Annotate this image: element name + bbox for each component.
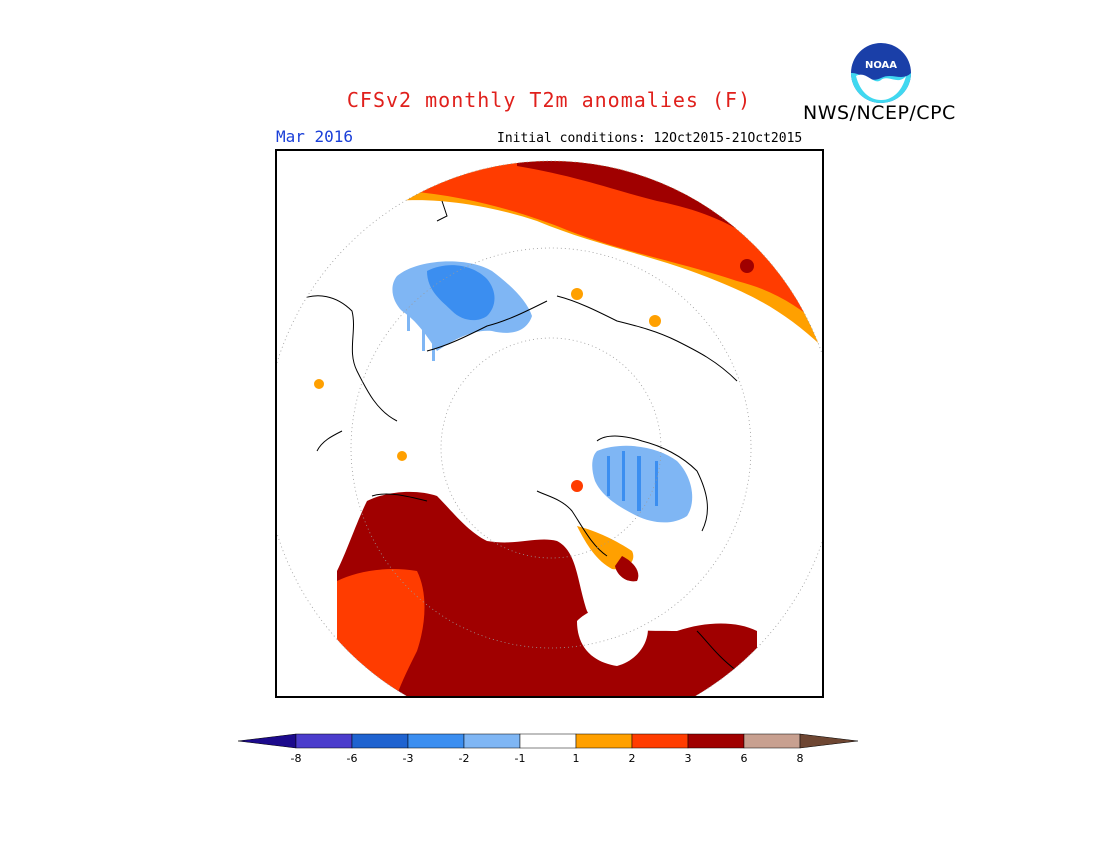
valid-month-label: Mar 2016 (276, 127, 354, 146)
colorbar-tick-label: -3 (402, 752, 414, 765)
colorbar-bin (407, 733, 465, 749)
colorbar-arrow-low (238, 733, 297, 749)
colorbar-tick-label: -2 (458, 752, 470, 765)
anomaly-1to2-japan (577, 526, 634, 570)
polar-map (275, 149, 824, 698)
colorbar (238, 733, 859, 749)
colorbar-tick-label: -6 (346, 752, 358, 765)
colorbar-tick-label: -1 (514, 752, 526, 765)
colorbar-bin (463, 733, 521, 749)
anomaly-3to6-east-asia (337, 491, 757, 696)
colorbar-tick-label: 3 (684, 752, 692, 765)
colorbar-tick-label: -8 (290, 752, 302, 765)
anomaly-cold-hudson (592, 445, 693, 523)
noaa-logo: NOAA (851, 43, 911, 103)
agency-label: NWS/NCEP/CPC (803, 102, 956, 124)
colorbar-tick-label: 1 (572, 752, 580, 765)
colorbar-tick-label: 6 (740, 752, 748, 765)
initial-conditions-label: Initial conditions: 12Oct2015-21Oct2015 (497, 131, 803, 146)
colorbar-bin (631, 733, 689, 749)
colorbar-bin (687, 733, 745, 749)
colorbar-tick-label: 8 (796, 752, 804, 765)
colorbar-bin (295, 733, 353, 749)
colorbar-tick-label: 2 (628, 752, 636, 765)
colorbar-arrow-high (799, 733, 859, 749)
anomaly-3to6-korea (615, 556, 639, 582)
colorbar-bin (575, 733, 633, 749)
colorbar-bin (351, 733, 409, 749)
polar-map-svg (277, 160, 822, 696)
colorbar-bin (743, 733, 801, 749)
colorbar-bin (519, 733, 577, 749)
neutral-china-patch (577, 607, 648, 666)
anomaly-colder-greenland (427, 265, 495, 321)
anomaly-3to6-patch (740, 259, 754, 273)
logo-text: NOAA (865, 60, 897, 71)
chart-title: CFSv2 monthly T2m anomalies (F) (346, 88, 752, 112)
